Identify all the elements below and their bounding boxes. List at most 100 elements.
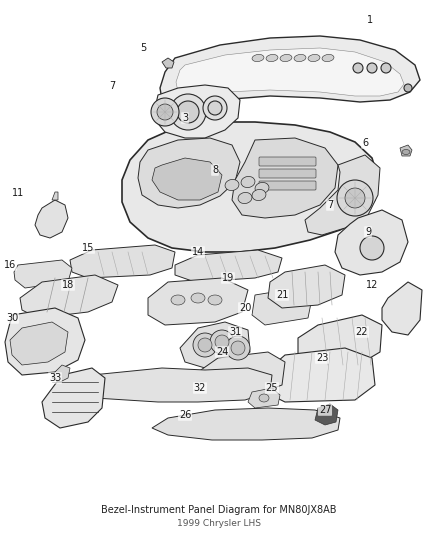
Circle shape: [151, 98, 179, 126]
Text: 31: 31: [229, 327, 241, 337]
Polygon shape: [176, 48, 404, 98]
Text: 9: 9: [365, 227, 371, 237]
Text: 33: 33: [49, 373, 61, 383]
Circle shape: [231, 341, 245, 355]
Ellipse shape: [252, 54, 264, 62]
Polygon shape: [10, 322, 68, 365]
Text: 19: 19: [222, 273, 234, 283]
FancyBboxPatch shape: [259, 181, 316, 190]
FancyBboxPatch shape: [259, 157, 316, 166]
Polygon shape: [268, 265, 345, 308]
Ellipse shape: [402, 149, 410, 155]
Polygon shape: [78, 368, 272, 402]
Ellipse shape: [225, 180, 239, 191]
Polygon shape: [5, 308, 85, 375]
Polygon shape: [162, 58, 174, 68]
Text: 18: 18: [62, 280, 74, 290]
Ellipse shape: [308, 54, 320, 62]
Polygon shape: [252, 288, 312, 325]
Text: 27: 27: [319, 405, 331, 415]
Text: 7: 7: [109, 81, 115, 91]
Ellipse shape: [171, 295, 185, 305]
Polygon shape: [180, 322, 250, 368]
Text: 22: 22: [356, 327, 368, 337]
Text: 26: 26: [179, 410, 191, 420]
Circle shape: [367, 63, 377, 73]
Polygon shape: [70, 245, 175, 278]
Circle shape: [215, 335, 229, 349]
Circle shape: [203, 96, 227, 120]
Ellipse shape: [252, 189, 266, 200]
Circle shape: [360, 236, 384, 260]
Polygon shape: [138, 138, 240, 208]
Ellipse shape: [280, 54, 292, 62]
Ellipse shape: [259, 394, 269, 402]
Ellipse shape: [294, 54, 306, 62]
Polygon shape: [122, 122, 378, 252]
Polygon shape: [42, 368, 105, 428]
Text: 15: 15: [82, 243, 94, 253]
Text: Bezel-Instrument Panel Diagram for MN80JX8AB: Bezel-Instrument Panel Diagram for MN80J…: [101, 505, 337, 515]
Polygon shape: [262, 348, 375, 402]
Circle shape: [198, 338, 212, 352]
Circle shape: [177, 101, 199, 123]
Polygon shape: [52, 192, 58, 200]
Ellipse shape: [191, 293, 205, 303]
Text: 5: 5: [140, 43, 146, 53]
Circle shape: [170, 94, 206, 130]
Polygon shape: [298, 315, 382, 368]
Text: 1999 Chrysler LHS: 1999 Chrysler LHS: [177, 519, 261, 528]
Polygon shape: [152, 158, 222, 200]
Polygon shape: [305, 155, 380, 235]
Ellipse shape: [208, 295, 222, 305]
Circle shape: [210, 330, 234, 354]
Circle shape: [157, 104, 173, 120]
Text: 6: 6: [362, 138, 368, 148]
Polygon shape: [400, 145, 412, 156]
Text: 32: 32: [194, 383, 206, 393]
Text: 12: 12: [366, 280, 378, 290]
Text: 23: 23: [316, 353, 328, 363]
Text: 24: 24: [216, 347, 228, 357]
Circle shape: [208, 101, 222, 115]
Circle shape: [193, 333, 217, 357]
Circle shape: [226, 336, 250, 360]
Text: 3: 3: [182, 113, 188, 123]
Polygon shape: [175, 250, 282, 282]
Polygon shape: [35, 200, 68, 238]
Polygon shape: [382, 282, 422, 335]
Polygon shape: [232, 138, 338, 218]
Ellipse shape: [322, 54, 334, 62]
Text: 8: 8: [212, 165, 218, 175]
Polygon shape: [315, 404, 338, 425]
Polygon shape: [152, 408, 340, 440]
Text: 16: 16: [4, 260, 16, 270]
Circle shape: [381, 63, 391, 73]
Polygon shape: [148, 278, 248, 325]
Ellipse shape: [241, 176, 255, 188]
Polygon shape: [14, 260, 72, 288]
Circle shape: [353, 63, 363, 73]
Circle shape: [404, 84, 412, 92]
Ellipse shape: [238, 192, 252, 204]
Circle shape: [337, 180, 373, 216]
Text: 11: 11: [12, 188, 24, 198]
Text: 20: 20: [239, 303, 251, 313]
Ellipse shape: [266, 54, 278, 62]
Polygon shape: [248, 388, 280, 408]
Polygon shape: [160, 36, 420, 108]
Polygon shape: [20, 275, 118, 318]
Text: 25: 25: [266, 383, 278, 393]
Polygon shape: [335, 210, 408, 275]
Polygon shape: [155, 85, 240, 138]
Polygon shape: [198, 352, 285, 398]
Text: 1: 1: [367, 15, 373, 25]
Polygon shape: [52, 365, 70, 382]
FancyBboxPatch shape: [259, 169, 316, 178]
Text: 21: 21: [276, 290, 288, 300]
Ellipse shape: [255, 182, 269, 193]
Text: 7: 7: [327, 200, 333, 210]
Text: 14: 14: [192, 247, 204, 257]
Circle shape: [345, 188, 365, 208]
Text: 30: 30: [6, 313, 18, 323]
